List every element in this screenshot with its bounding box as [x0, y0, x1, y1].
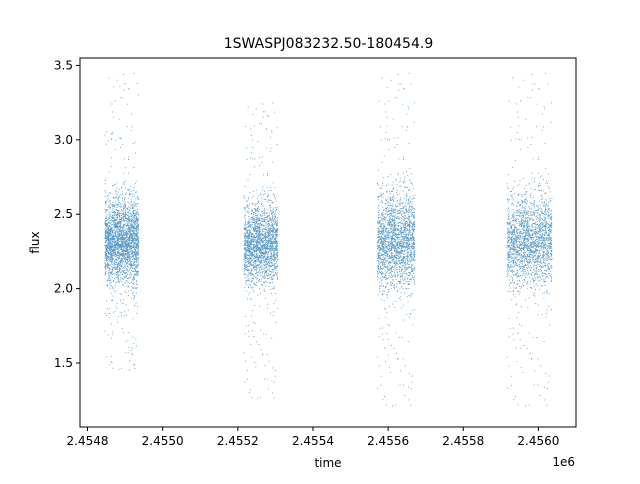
plot-frame: [79, 57, 577, 428]
x-axis-label: time: [314, 456, 341, 470]
x-tick-label: 2.4560: [517, 434, 559, 448]
y-tick-label: 2.0: [54, 282, 73, 296]
x-tick-label: 2.4554: [292, 434, 334, 448]
y-tick-label: 3.0: [54, 133, 73, 147]
data-points: [104, 72, 553, 407]
x-tick-label: 2.4550: [142, 434, 184, 448]
x-tick-label: 2.4548: [67, 434, 109, 448]
x-tick-label: 2.4552: [217, 434, 259, 448]
chart-title: 1SWASPJ083232.50-180454.9: [224, 36, 433, 52]
x-axis: 2.4548 2.4550 2.4552 2.4554 2.4556 2.4558 2.45…: [67, 427, 559, 448]
x-tick-label: 2.4558: [442, 434, 484, 448]
flux-points: [104, 72, 553, 407]
y-tick-label: 2.5: [54, 207, 73, 221]
y-tick-label: 1.5: [54, 356, 73, 370]
y-tick-label: 3.5: [54, 58, 73, 72]
x-axis-offset-label: 1e6: [552, 455, 575, 469]
y-axis: 1.5 2.0 2.5 3.0 3.5: [54, 58, 80, 370]
x-tick-label: 2.4556: [367, 434, 409, 448]
y-axis-label: flux: [28, 231, 42, 253]
